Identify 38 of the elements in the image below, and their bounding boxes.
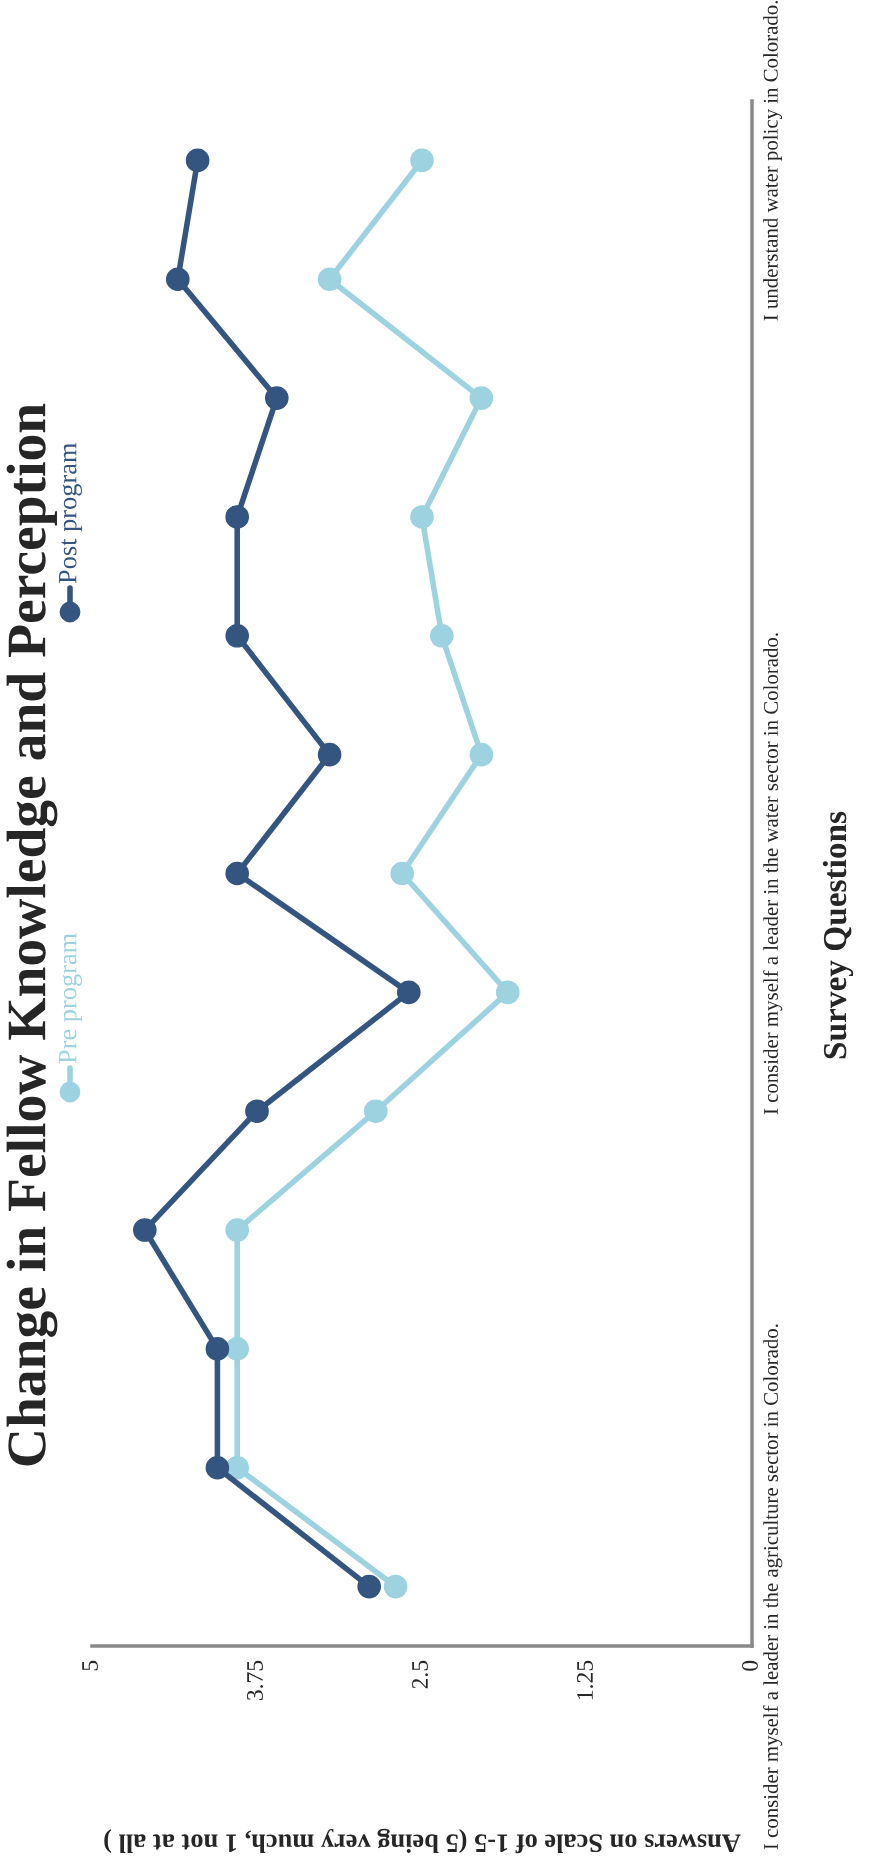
point (469, 386, 494, 410)
point (396, 980, 421, 1005)
x-tick-label: 3.75 (247, 1660, 264, 1701)
y-axis-title: Survey Questions (822, 811, 854, 1059)
point (317, 267, 342, 292)
point (225, 624, 250, 648)
point (185, 148, 210, 173)
point (357, 1574, 382, 1599)
x-tick-label: 0 (741, 1660, 758, 1671)
y-tick-label: I consider myself a leader in the agriculture sector in Colorado. (763, 1324, 783, 1850)
point (205, 1337, 230, 1361)
point (225, 1337, 250, 1361)
point (132, 1218, 157, 1242)
point (245, 1099, 269, 1123)
x-tick-label: 5 (82, 1660, 98, 1671)
point (363, 1099, 388, 1123)
y-tick-label: I consider myself a leader in the water sector in Colorado. (763, 633, 783, 1115)
point (429, 624, 454, 648)
text: Pre program (58, 933, 82, 1064)
point (317, 742, 342, 767)
point (410, 505, 434, 529)
x-axis-title: Answers on Scale of 1-5 (5 being very much, 1 not at all ) (104, 1828, 741, 1854)
text: Change in Fellow Knowledge and Perception (6, 403, 58, 1466)
point (469, 742, 494, 767)
point (383, 1574, 408, 1599)
point (410, 148, 434, 173)
point (495, 980, 520, 1005)
y-tick-label: I understand water policy in Colorado. (763, 0, 783, 321)
point (225, 505, 250, 529)
point (225, 861, 250, 886)
x-tick-label: 1.25 (577, 1660, 594, 1700)
x-tick-label: 2.5 (412, 1660, 429, 1689)
point (225, 1218, 250, 1242)
point (390, 861, 415, 886)
point (165, 267, 190, 292)
point (264, 386, 289, 410)
point (205, 1455, 230, 1480)
text: Post program (58, 442, 82, 584)
